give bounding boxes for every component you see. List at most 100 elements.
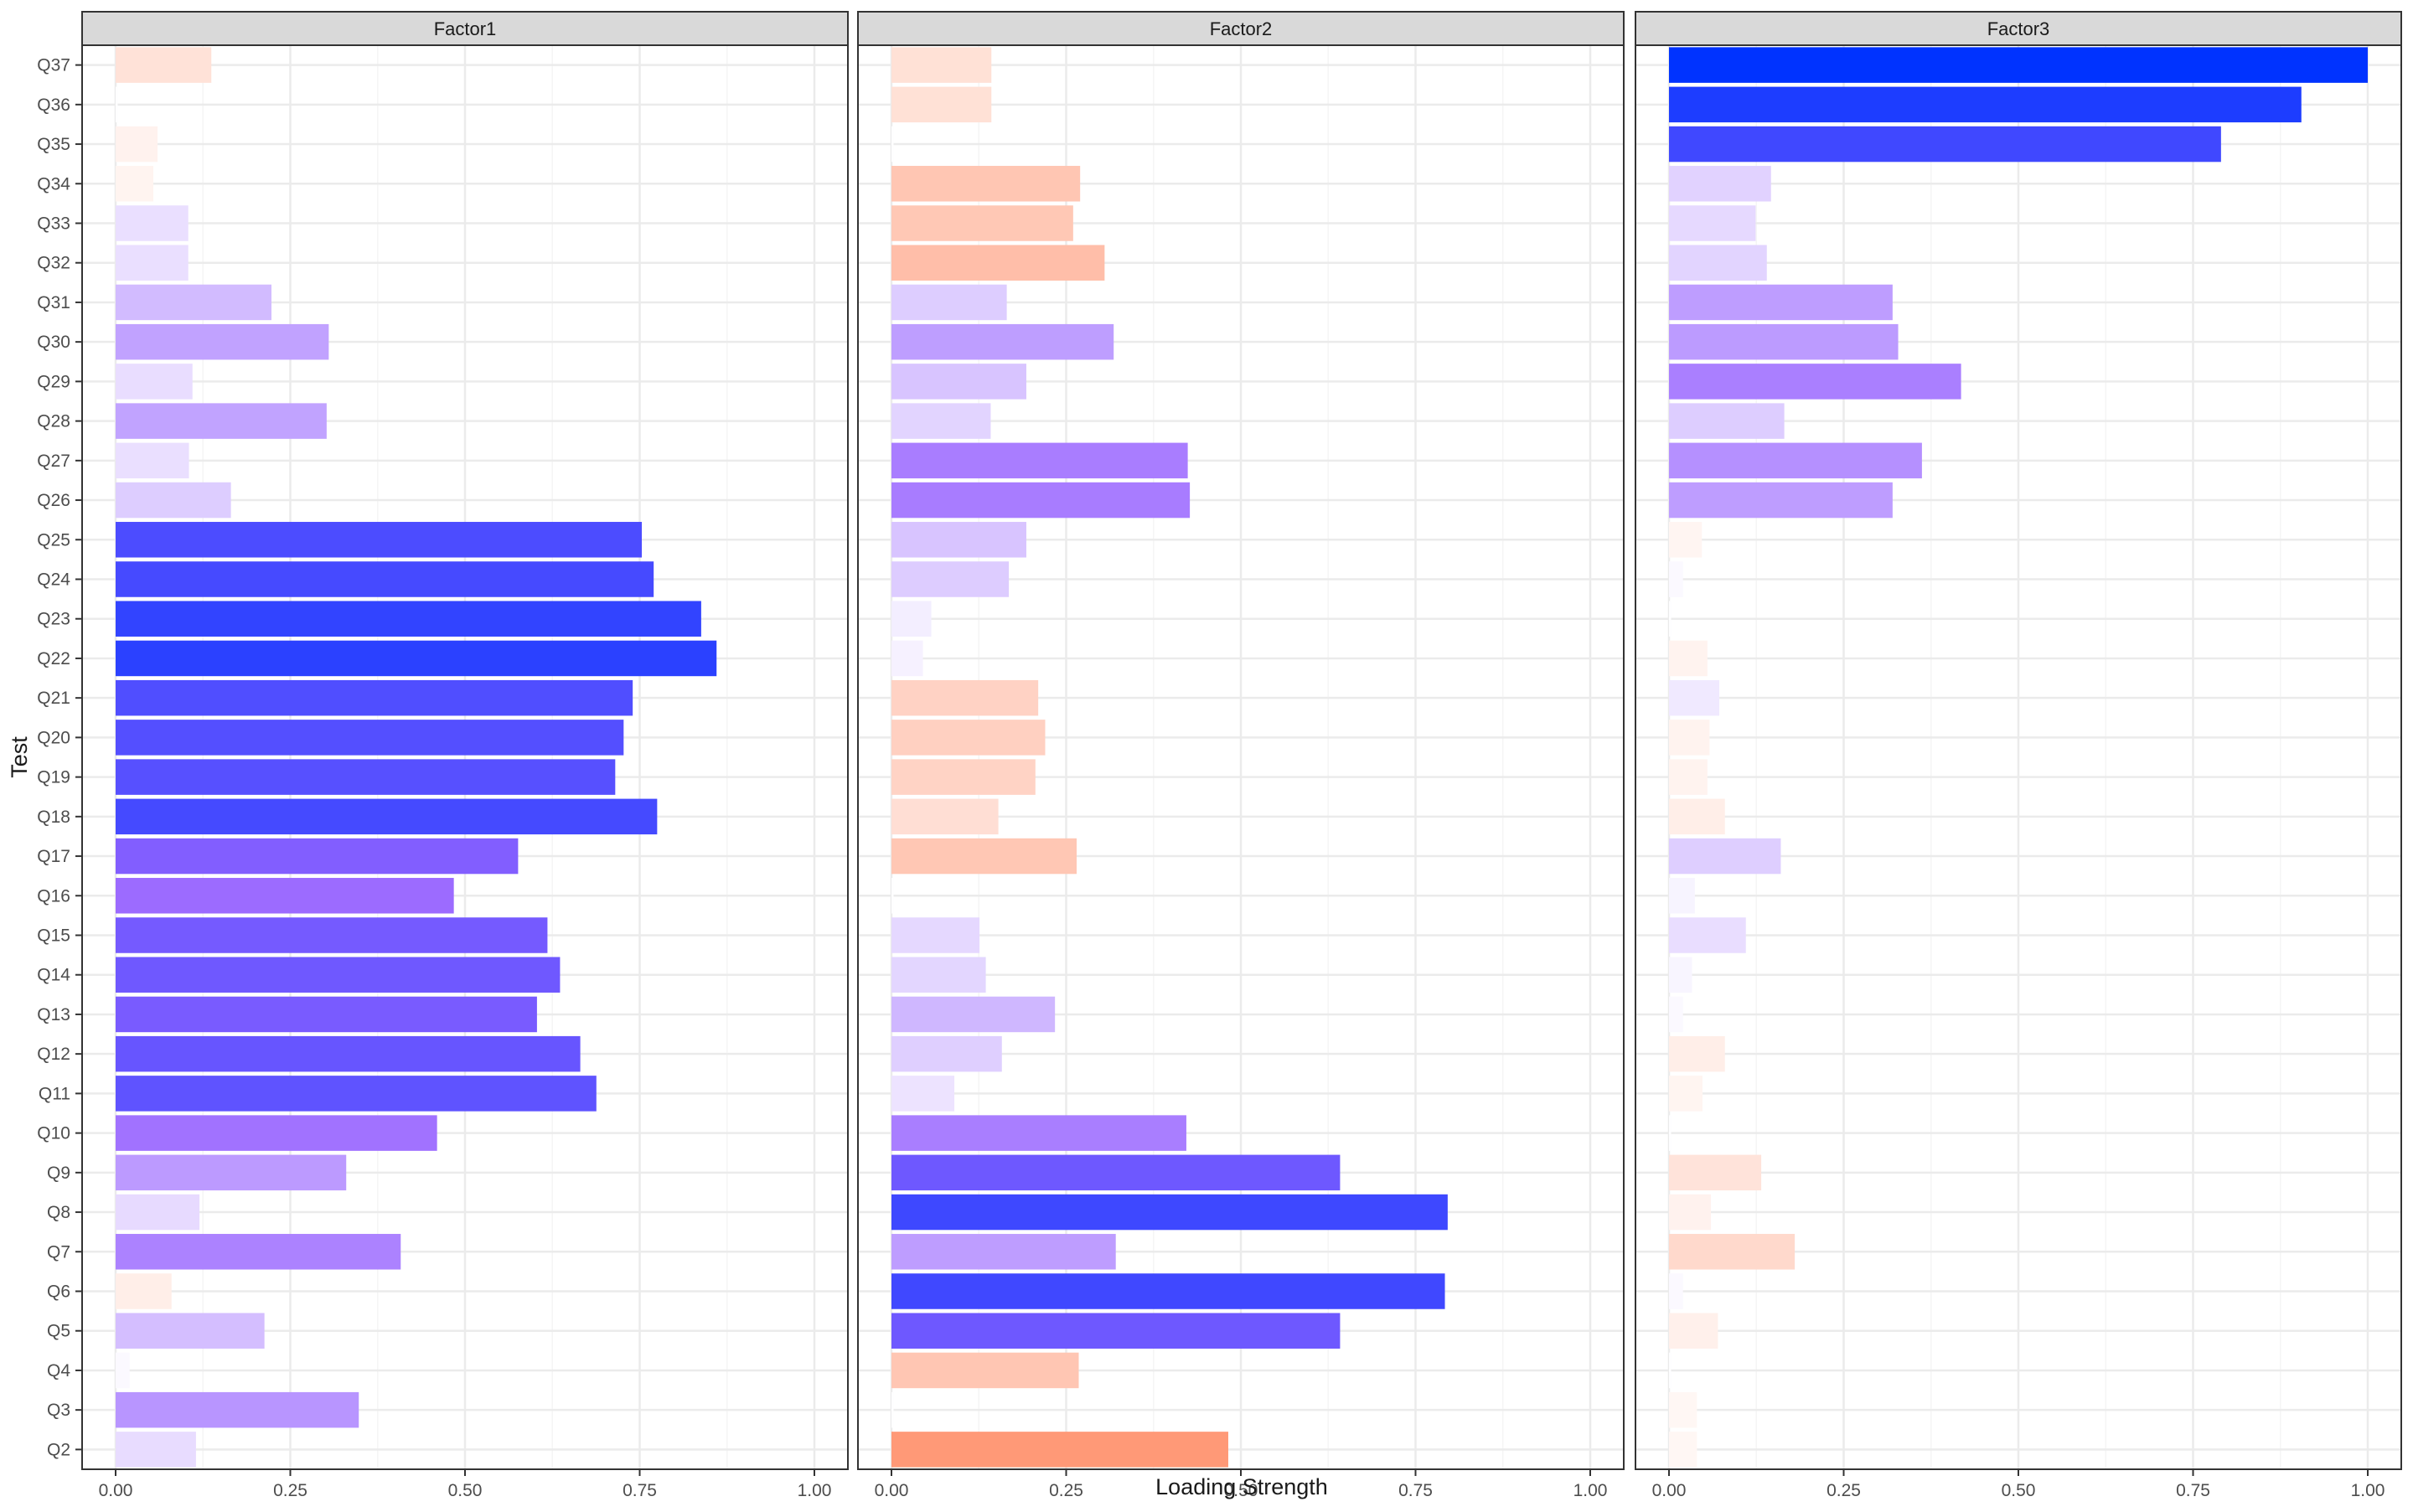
bar-factor2-q23 (891, 601, 932, 637)
bar-factor2-q31 (891, 284, 1007, 321)
bar-factor2-q18 (891, 798, 999, 835)
y-tick-label: Q8 (47, 1203, 70, 1222)
bar-factor1-q16 (116, 878, 454, 914)
y-tick-label: Q16 (37, 886, 70, 906)
y-tick-label: Q17 (37, 847, 70, 866)
bar-factor1-q15 (116, 917, 548, 953)
bar-factor2-q36 (891, 86, 992, 123)
bar-factor1-q6 (116, 1273, 172, 1309)
bar-factor3-q9 (1669, 1154, 1762, 1191)
x-tick-label: 0.50 (2002, 1481, 2036, 1500)
bar-factor2-q24 (891, 561, 1010, 597)
bar-factor3-q27 (1669, 442, 1922, 479)
bar-factor3-q10 (1669, 1115, 1672, 1151)
y-tick-label: Q10 (37, 1124, 70, 1143)
y-tick-label: Q15 (37, 926, 70, 946)
panel-strip-label: Factor3 (1987, 18, 2050, 39)
bar-factor2-q29 (891, 364, 1026, 400)
bar-factor1-q20 (116, 720, 624, 756)
bar-factor3-q31 (1669, 284, 1893, 321)
bar-factor3-q25 (1669, 522, 1703, 558)
x-tick-label: 0.25 (273, 1481, 307, 1500)
bar-factor3-q33 (1669, 205, 1756, 241)
bar-factor3-q12 (1669, 1035, 1725, 1072)
x-tick-label: 0.00 (1652, 1481, 1687, 1500)
bar-factor1-q19 (116, 759, 616, 795)
bar-factor3-q22 (1669, 640, 1708, 677)
bar-factor2-q34 (891, 166, 1081, 202)
y-tick-label: Q14 (37, 966, 70, 985)
bar-factor2-q27 (891, 442, 1188, 479)
bar-factor2-q19 (891, 759, 1036, 795)
bar-factor2-q2 (891, 1432, 1228, 1468)
bar-factor3-q11 (1669, 1076, 1703, 1112)
bar-factor1-q14 (116, 957, 561, 993)
bar-factor1-q7 (116, 1234, 401, 1270)
bar-factor3-q19 (1669, 759, 1708, 795)
x-tick-label: 0.75 (623, 1481, 657, 1500)
bar-factor2-q14 (891, 957, 986, 993)
bar-factor2-q3 (891, 1391, 894, 1428)
x-tick-label: 0.50 (1224, 1481, 1258, 1500)
y-tick-label: Q24 (37, 570, 70, 590)
y-tick-label: Q2 (47, 1440, 70, 1459)
y-tick-label: Q29 (37, 372, 70, 391)
bar-factor3-q17 (1669, 838, 1781, 875)
bar-factor3-q29 (1669, 364, 1961, 400)
bar-factor1-q13 (116, 996, 537, 1033)
bar-factor3-q23 (1669, 601, 1672, 637)
bar-factor2-q12 (891, 1035, 1002, 1072)
bar-factor3-q24 (1669, 561, 1683, 597)
bar-factor3-q2 (1669, 1432, 1697, 1468)
bar-factor3-q8 (1669, 1194, 1712, 1231)
bar-factor3-q6 (1669, 1273, 1683, 1309)
bar-factor2-q16 (891, 878, 894, 914)
y-tick-label: Q3 (47, 1401, 70, 1420)
x-tick-label: 1.00 (798, 1481, 832, 1500)
bar-factor1-q29 (116, 364, 193, 400)
bar-factor1-q10 (116, 1115, 437, 1151)
bar-factor3-q15 (1669, 917, 1746, 953)
bar-factor3-q32 (1669, 245, 1767, 281)
bar-factor1-q25 (116, 522, 643, 558)
bar-factor2-q6 (891, 1273, 1445, 1309)
x-tick-label: 0.25 (1049, 1481, 1083, 1500)
y-tick-label: Q32 (37, 254, 70, 273)
bar-factor1-q18 (116, 798, 658, 835)
x-tick-label: 0.00 (99, 1481, 133, 1500)
y-tick-label: Q34 (37, 174, 70, 194)
bar-factor3-q28 (1669, 403, 1785, 439)
bar-factor1-q24 (116, 561, 654, 597)
bar-factor2-q30 (891, 323, 1114, 360)
x-tick-label: 0.75 (1398, 1481, 1433, 1500)
y-tick-label: Q30 (37, 333, 70, 352)
bar-factor1-q23 (116, 601, 701, 637)
x-tick-label: 0.50 (448, 1481, 483, 1500)
bar-factor3-q7 (1669, 1234, 1796, 1270)
y-tick-label: Q19 (37, 768, 70, 787)
bar-factor3-q3 (1669, 1391, 1697, 1428)
y-tick-label: Q21 (37, 689, 70, 708)
bar-factor2-q22 (891, 640, 923, 677)
bar-factor3-q36 (1669, 86, 2302, 123)
bar-factor1-q26 (116, 482, 231, 519)
panel-strip-label: Factor2 (1210, 18, 1273, 39)
y-tick-label: Q11 (39, 1084, 70, 1103)
y-tick-label: Q23 (37, 610, 70, 629)
bar-factor1-q28 (116, 403, 327, 439)
bar-factor2-q20 (891, 720, 1046, 756)
y-tick-label: Q26 (37, 491, 70, 510)
bar-factor1-q17 (116, 838, 519, 875)
bar-factor3-q30 (1669, 323, 1899, 360)
bar-factor1-q5 (116, 1313, 265, 1349)
x-tick-label: 1.00 (1573, 1481, 1608, 1500)
bar-factor1-q27 (116, 442, 189, 479)
bar-factor2-q13 (891, 996, 1056, 1033)
y-tick-label: Q7 (47, 1242, 70, 1262)
bar-factor3-q14 (1669, 957, 1692, 993)
y-tick-label: Q37 (37, 56, 70, 75)
bar-factor3-q35 (1669, 126, 2221, 163)
y-tick-label: Q35 (37, 135, 70, 154)
